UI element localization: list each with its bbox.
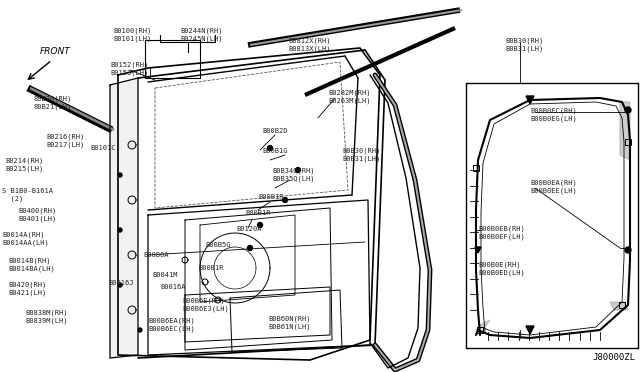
- Text: B0400(RH)
B0401(LH): B0400(RH) B0401(LH): [18, 207, 56, 221]
- Polygon shape: [296, 167, 301, 173]
- Polygon shape: [282, 198, 287, 202]
- Polygon shape: [268, 145, 273, 151]
- Text: B00B6EA(RH)
B00B6EC(LH): B00B6EA(RH) B00B6EC(LH): [148, 318, 195, 333]
- Text: B0014B(RH)
B0014BA(LH): B0014B(RH) B0014BA(LH): [8, 258, 55, 273]
- Text: B0B30(RH)
B0B31(LH): B0B30(RH) B0B31(LH): [342, 148, 380, 163]
- Text: B00B1R: B00B1R: [198, 265, 223, 271]
- Polygon shape: [118, 173, 122, 177]
- Text: B0B34Q(RH)
B0B35Q(LH): B0B34Q(RH) B0B35Q(LH): [272, 168, 314, 183]
- Polygon shape: [138, 328, 142, 332]
- Text: B00B1R: B00B1R: [245, 210, 271, 216]
- Text: B0838M(RH)
B0839M(LH): B0838M(RH) B0839M(LH): [25, 310, 67, 324]
- Text: B0282M(RH)
B0263M(LH): B0282M(RH) B0263M(LH): [328, 90, 371, 105]
- Polygon shape: [110, 78, 138, 358]
- Text: B00B1G: B00B1G: [262, 148, 287, 154]
- Text: B0216(RH)
B0217(LH): B0216(RH) B0217(LH): [46, 133, 84, 148]
- Text: B0041M: B0041M: [152, 272, 177, 278]
- Text: B00B2D: B00B2D: [262, 128, 287, 134]
- Polygon shape: [625, 247, 631, 253]
- Text: B0120A: B0120A: [236, 226, 262, 232]
- Polygon shape: [248, 246, 253, 250]
- Text: B00B0E(RH)
B00B0ED(LH): B00B0E(RH) B00B0ED(LH): [478, 262, 525, 276]
- Polygon shape: [475, 247, 481, 253]
- Text: B0014A(RH)
B0014AA(LH): B0014A(RH) B0014AA(LH): [2, 232, 49, 247]
- Polygon shape: [118, 283, 122, 287]
- Text: FRONT: FRONT: [40, 47, 71, 56]
- Polygon shape: [257, 222, 262, 228]
- Polygon shape: [118, 228, 122, 232]
- Text: S B1B0-B161A
  (2): S B1B0-B161A (2): [2, 188, 53, 202]
- Bar: [625, 139, 631, 145]
- Text: B0B30(RH)
B0B31(LH): B0B30(RH) B0B31(LH): [505, 38, 543, 52]
- Text: B00B0A: B00B0A: [143, 252, 168, 258]
- Polygon shape: [620, 102, 630, 160]
- Text: B0214(RH)
B0215(LH): B0214(RH) B0215(LH): [5, 157, 44, 171]
- Polygon shape: [610, 302, 628, 310]
- Text: B0100(RH)
B0101(LH): B0100(RH) B0101(LH): [113, 28, 151, 42]
- Polygon shape: [526, 326, 534, 334]
- Text: B0016J: B0016J: [108, 280, 134, 286]
- Text: B0016A: B0016A: [160, 284, 186, 290]
- Bar: [473, 165, 479, 171]
- Polygon shape: [526, 96, 534, 104]
- Text: J80000ZL: J80000ZL: [592, 353, 635, 362]
- Text: B0420(RH)
B0421(LH): B0420(RH) B0421(LH): [8, 282, 46, 296]
- Text: B00B5G: B00B5G: [205, 242, 230, 248]
- Text: B0244N(RH)
B0245N(LH): B0244N(RH) B0245N(LH): [180, 28, 223, 42]
- Polygon shape: [476, 320, 490, 330]
- Text: B00B0EA(RH)
B00B0EE(LH): B00B0EA(RH) B00B0EE(LH): [530, 180, 577, 195]
- Text: B0152(RH)
B0153(LH): B0152(RH) B0153(LH): [110, 62, 148, 77]
- Text: B0101C: B0101C: [90, 145, 115, 151]
- Text: B0B60N(RH)
B0B61N(LH): B0B60N(RH) B0B61N(LH): [268, 315, 310, 330]
- Text: B00B6E(RH)
B00B6E3(LH): B00B6E(RH) B00B6E3(LH): [182, 297, 228, 311]
- Bar: [477, 327, 483, 333]
- Text: B00B0EB(RH)
B00B0EF(LH): B00B0EB(RH) B00B0EF(LH): [478, 225, 525, 240]
- Bar: [619, 302, 625, 308]
- Text: 80B20(RH)
80B21(LH): 80B20(RH) 80B21(LH): [33, 95, 71, 109]
- Text: B00B1R: B00B1R: [258, 194, 284, 200]
- Polygon shape: [625, 107, 631, 113]
- Text: B00B0EC(RH)
B00B0EG(LH): B00B0EC(RH) B00B0EG(LH): [530, 107, 577, 122]
- Text: B0812X(RH)
B0813X(LH): B0812X(RH) B0813X(LH): [288, 38, 330, 52]
